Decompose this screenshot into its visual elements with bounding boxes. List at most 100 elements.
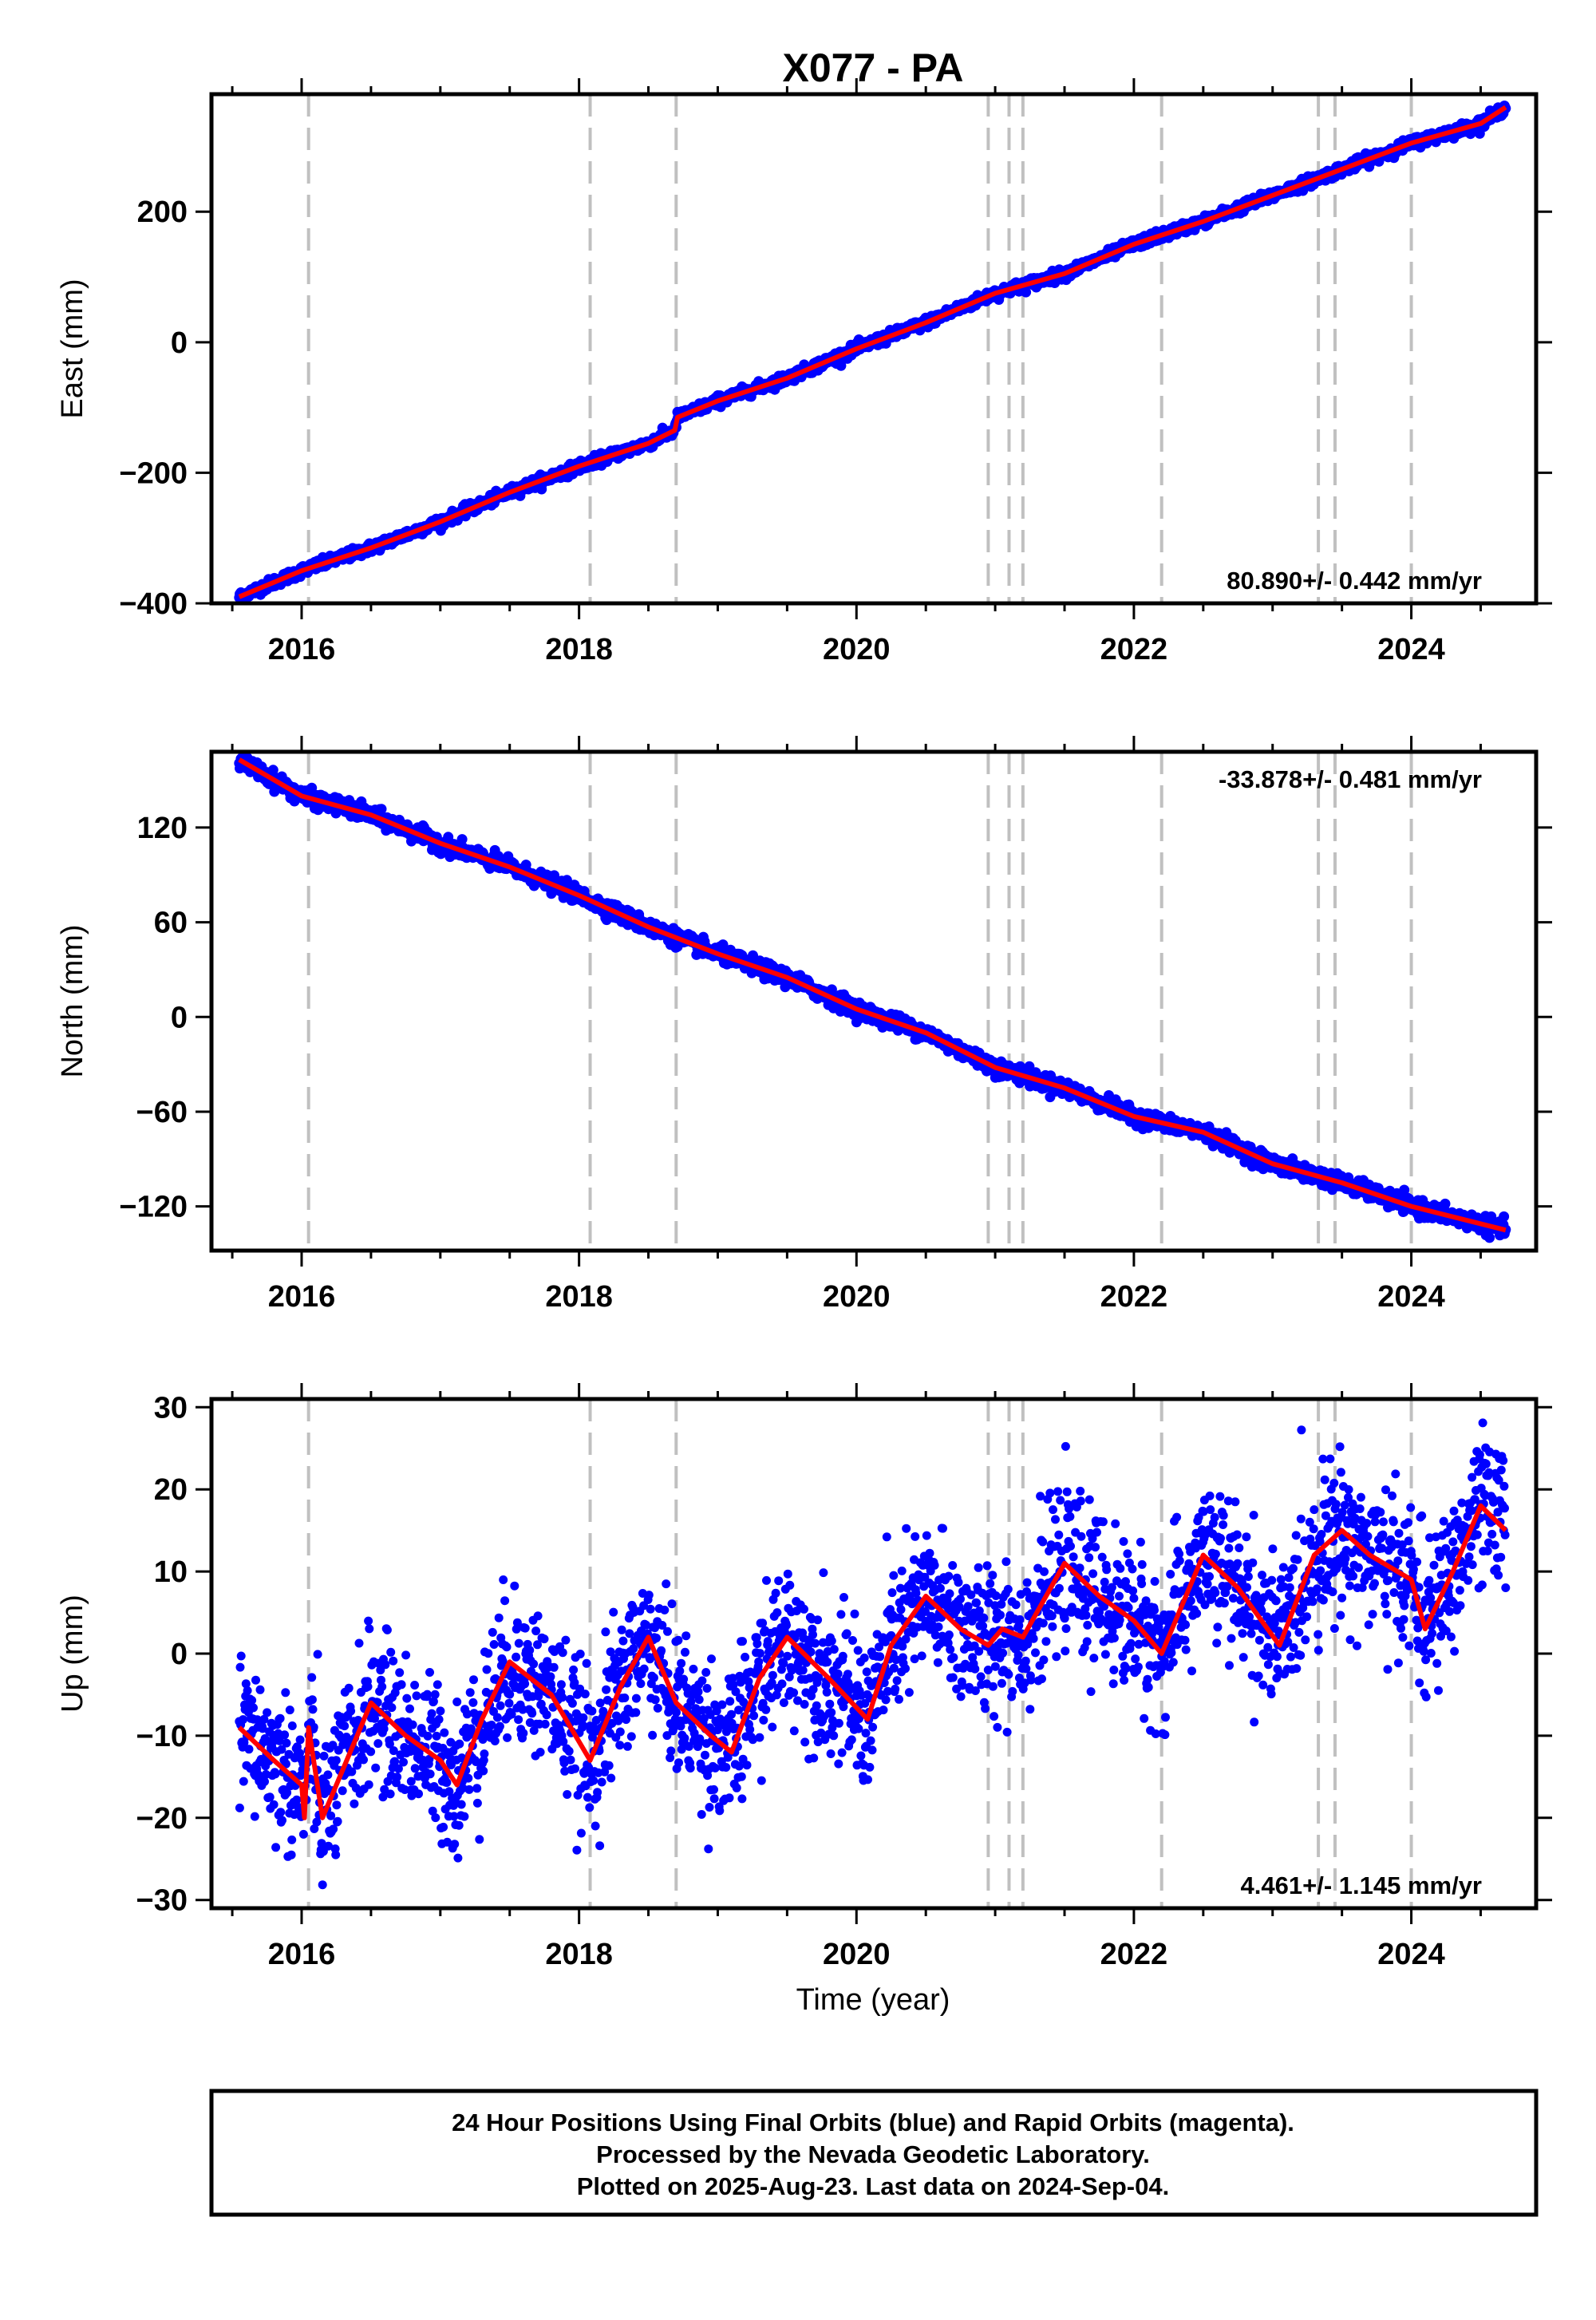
up-data-point [245,1745,254,1753]
up-data-point [386,1648,395,1657]
up-data-point [364,1682,373,1691]
up-data-point [249,1703,258,1712]
north-y-axis-label: North (mm) [56,924,89,1077]
up-data-point [235,1804,244,1812]
up-data-point [411,1764,420,1773]
up-data-point [239,1715,247,1724]
up-data-point [389,1657,397,1666]
up-data-point [371,1764,380,1773]
north-x-tick-label: 2018 [545,1280,613,1314]
up-data-point [386,1789,395,1798]
up-data-point [270,1800,279,1809]
north-x-tick-label: 2024 [1377,1280,1445,1314]
up-data-point [373,1739,382,1748]
east-y-axis-label: East (mm) [56,279,89,418]
up-data-point [395,1668,404,1677]
north-data-point [1440,1199,1451,1209]
up-data-point [288,1721,297,1730]
north-y-tick-label: 120 [137,812,188,845]
up-data-point [414,1789,423,1798]
north-data-point [1499,1211,1509,1222]
up-data-point [426,1769,435,1778]
up-data-point [281,1688,290,1697]
up-data-point [280,1730,289,1739]
up-data-point [276,1808,285,1816]
up-data-point [263,1708,271,1717]
north-y-tick-label: 60 [154,907,188,940]
north-x-tick-label: 2020 [823,1280,891,1314]
up-data-point [440,1729,448,1737]
up-data-point [278,1816,286,1824]
chart-title: X077 - PA [783,45,964,90]
up-data-point [323,1770,332,1779]
up-data-point [345,1684,354,1693]
up-data-point [401,1650,410,1659]
up-data-point [397,1680,406,1689]
up-data-point [276,1714,285,1723]
up-data-point [296,1736,305,1745]
up-data-point [331,1851,340,1860]
up-data-point [271,1843,280,1852]
north-data-point [1484,1232,1495,1243]
up-data-point [318,1880,327,1889]
up-data-point [307,1673,316,1682]
up-data-point [355,1639,364,1648]
up-data-point [247,1696,256,1705]
up-data-point [332,1756,341,1765]
north-x-tick-label: 2022 [1100,1280,1168,1314]
up-data-point [383,1626,392,1634]
up-data-point [271,1769,280,1778]
up-data-point [442,1778,451,1787]
up-data-point [359,1756,368,1765]
up-data-point [387,1703,396,1712]
up-data-point [326,1812,335,1820]
up-data-point [334,1817,342,1826]
up-data-point [237,1652,246,1661]
up-data-point [393,1773,401,1781]
east-x-tick-label: 2018 [545,633,613,666]
up-data-point [251,1812,259,1821]
east-x-tick-label: 2020 [823,633,891,666]
up-data-point [377,1682,386,1691]
north-y-tick-label: −60 [136,1096,188,1129]
east-x-tick-label: 2024 [1377,633,1445,666]
east-x-tick-label: 2022 [1100,633,1168,666]
east-panel: 2016 2018 2020 2022 2024 −400 −200 0 200 East (mm… [56,78,1552,666]
up-data-point [424,1732,433,1741]
east-y-tick-label: −200 [119,456,188,490]
up-data-point [365,1781,373,1789]
up-data-point [410,1681,419,1690]
up-data-point [239,1777,248,1786]
up-data-point [251,1676,260,1685]
up-data-point [402,1694,411,1703]
east-y-tick-label: 200 [137,196,188,229]
up-data-point [433,1732,441,1741]
up-data-point [309,1705,318,1713]
up-data-point [423,1690,432,1699]
north-x-tick-label: 2016 [268,1280,336,1314]
east-x-tick-label: 2016 [268,633,336,666]
up-data-point [364,1617,373,1626]
east-y-tick-label: 0 [171,326,188,360]
up-data-point [243,1686,252,1695]
up-data-point [282,1739,291,1748]
up-data-point [256,1686,265,1694]
up-data-point [409,1721,417,1729]
up-data-point [381,1660,389,1669]
up-data-point [346,1707,355,1716]
up-data-point [320,1752,329,1761]
east-y-tick-label: −400 [119,587,188,621]
up-data-point [338,1786,347,1795]
north-rate-label: -33.878+/- 0.481 mm/yr [1219,765,1482,793]
up-data-point [286,1705,294,1714]
up-data-point [405,1705,414,1713]
up-data-point [436,1706,444,1715]
north-y-tick-label: −120 [119,1191,188,1224]
up-data-point [428,1709,437,1718]
east-rate-label: 80.890+/- 0.442 mm/yr [1227,567,1482,595]
up-data-point [431,1690,440,1699]
